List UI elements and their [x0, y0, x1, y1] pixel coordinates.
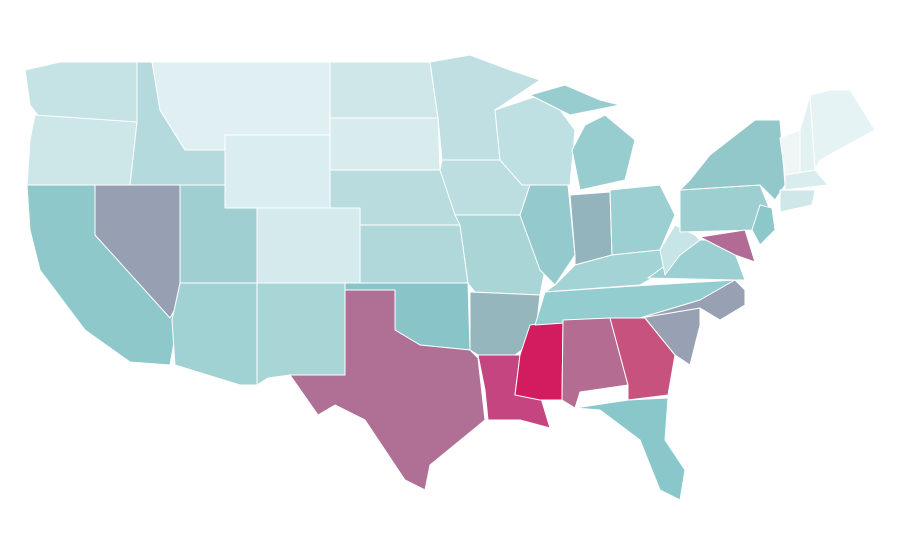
state-region	[224, 134, 331, 209]
state-region	[699, 229, 756, 263]
state-region	[809, 89, 876, 171]
state-region	[529, 84, 636, 191]
state-region	[289, 289, 486, 491]
state-region	[659, 224, 701, 276]
state-region	[359, 224, 469, 284]
state-region	[256, 207, 361, 284]
state-region	[256, 282, 346, 386]
state-region	[639, 279, 746, 321]
state-region	[751, 204, 776, 246]
state-region	[779, 189, 816, 213]
state-region	[329, 117, 441, 171]
state-region	[329, 61, 439, 119]
state-region	[569, 191, 613, 266]
state-region	[609, 184, 676, 256]
state-region	[784, 169, 829, 191]
state-region	[171, 282, 258, 386]
state-region	[574, 397, 686, 501]
state-region	[519, 184, 576, 286]
state-region	[26, 114, 138, 186]
state-region	[24, 61, 138, 123]
